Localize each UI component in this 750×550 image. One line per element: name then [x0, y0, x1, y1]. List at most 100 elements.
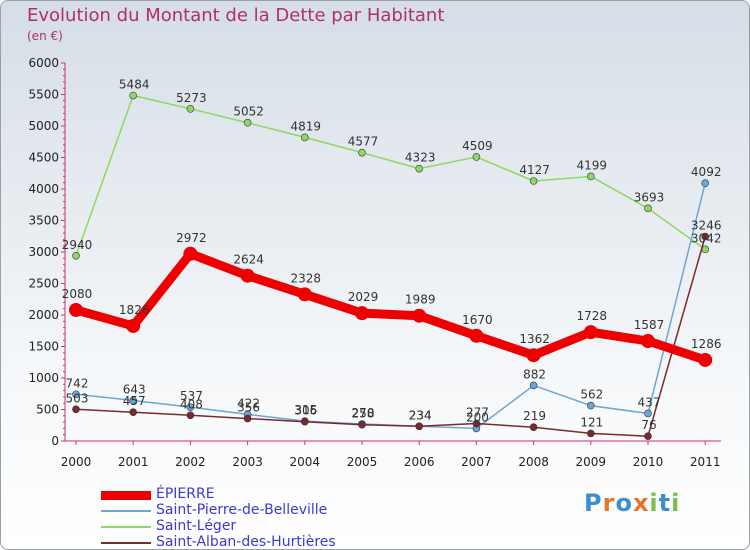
y-tick-label: 6000 [28, 56, 59, 70]
data-label: 3042 [691, 231, 722, 245]
data-point [69, 302, 83, 317]
legend-swatch [101, 542, 151, 544]
data-point [300, 133, 309, 142]
logo-letter: i [671, 489, 681, 517]
legend-label: Saint-Alban-des-Hurtières [156, 534, 336, 550]
y-tick-label: 4500 [28, 151, 59, 165]
data-label: 2624 [233, 253, 264, 267]
data-point [472, 153, 481, 161]
data-point [415, 422, 424, 431]
series-line [75, 182, 706, 430]
y-tick-label: 2500 [28, 277, 59, 291]
data-label: 4199 [577, 158, 608, 172]
x-tick-label: 2000 [61, 455, 92, 469]
data-label: 219 [523, 409, 546, 423]
data-point [186, 403, 195, 411]
data-point [126, 318, 141, 333]
logo-letter: P [584, 489, 603, 517]
data-label: 882 [523, 367, 546, 381]
data-label: 562 [580, 388, 603, 402]
x-tick-label: 2008 [518, 455, 549, 469]
proxiti-logo: Proxiti [584, 489, 680, 517]
data-label: 315 [294, 403, 317, 417]
data-label: 1670 [462, 313, 493, 327]
data-point [586, 429, 595, 438]
logo-letter: t [658, 489, 672, 517]
data-label: 234 [409, 408, 432, 422]
y-tick-label: 2000 [28, 308, 59, 322]
data-point [358, 148, 366, 157]
x-tick-label: 2003 [232, 455, 263, 469]
data-point [129, 408, 137, 417]
data-label: 4092 [691, 165, 722, 179]
y-tick-label: 1000 [28, 371, 59, 385]
data-label: 270 [352, 406, 375, 420]
data-point [469, 328, 484, 343]
data-point [358, 420, 366, 429]
chart-title: Evolution du Montant de la Dette par Hab… [27, 5, 445, 26]
data-label: 2328 [291, 271, 322, 285]
data-point [529, 381, 538, 390]
legend-label: Saint-Léger [156, 518, 237, 534]
data-label: 200 [466, 410, 489, 424]
legend-label: ÉPIERRE [156, 486, 215, 502]
y-tick-label: 1500 [28, 340, 59, 354]
data-label: 408 [180, 397, 203, 411]
series-line [71, 249, 710, 365]
data-label: 356 [237, 401, 260, 415]
x-tick-label: 2004 [290, 455, 321, 469]
data-label: 4127 [519, 163, 550, 177]
data-label: 2080 [62, 287, 93, 301]
data-label: 3693 [634, 190, 665, 204]
data-label: 2972 [176, 231, 207, 245]
data-point [644, 432, 652, 441]
data-point [243, 414, 252, 423]
x-tick-label: 2006 [404, 455, 435, 469]
legend-label: Saint-Pierre-de-Belleville [156, 502, 328, 518]
data-point [412, 308, 427, 323]
data-point [529, 423, 538, 432]
data-label: 2029 [348, 290, 379, 304]
data-point [641, 334, 655, 349]
legend-swatch [101, 490, 151, 500]
x-tick-label: 2001 [118, 455, 149, 469]
data-label: 5484 [119, 78, 150, 92]
data-label: 4323 [405, 151, 436, 165]
data-point [243, 118, 252, 127]
legend-swatch [101, 510, 151, 512]
y-tick-label: 5000 [28, 119, 59, 133]
data-label: 1362 [519, 332, 550, 346]
data-point [644, 204, 652, 213]
data-point [297, 287, 312, 302]
data-label: 1728 [577, 309, 608, 323]
data-label: 457 [123, 394, 146, 408]
x-tick-label: 2007 [461, 455, 492, 469]
y-tick-label: 500 [36, 403, 59, 417]
x-tick-label: 2002 [175, 455, 206, 469]
data-point [701, 179, 710, 188]
data-point [183, 246, 198, 261]
x-tick-label: 2009 [576, 455, 607, 469]
data-point [586, 172, 595, 181]
data-point [72, 390, 80, 399]
data-label: 4819 [291, 119, 322, 133]
data-point [583, 325, 598, 340]
x-tick-label: 2010 [633, 455, 664, 469]
data-label: 4509 [462, 139, 493, 153]
logo-letter: o [615, 489, 633, 517]
data-label: 1826 [119, 303, 150, 317]
y-tick-label: 3500 [28, 214, 59, 228]
data-point [72, 251, 80, 260]
data-label: 4577 [348, 135, 379, 149]
data-label: 2940 [62, 238, 93, 252]
logo-letter: r [602, 489, 616, 517]
data-label: 258 [352, 407, 375, 421]
data-label: 5052 [233, 105, 264, 119]
data-label: 121 [580, 415, 603, 429]
data-point [698, 352, 713, 367]
x-tick-label: 2005 [347, 455, 378, 469]
data-point [526, 348, 541, 363]
data-label: 5273 [176, 91, 207, 105]
data-label: 1587 [634, 318, 665, 332]
